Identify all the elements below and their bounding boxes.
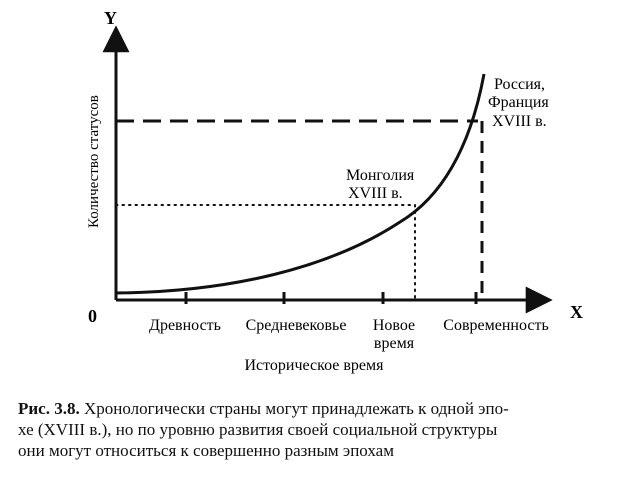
caption-line-1: Рис. 3.8. Хронологически страны могут пр… <box>18 398 630 419</box>
caption-label: Рис. 3.8. <box>18 399 80 418</box>
figure-caption: Рис. 3.8. Хронологически страны могут пр… <box>18 398 630 461</box>
status-curve <box>115 73 486 295</box>
tick-label-drevnost: Древность <box>149 317 221 334</box>
russia-label-line3: XVIII в. <box>492 113 547 130</box>
tick-label-sovremennost: Современность <box>443 317 548 334</box>
caption-line-2: хе (XVIII в.), но по уровню развития сво… <box>18 420 498 439</box>
caption-line-3: они могут относиться к совершенно разным… <box>18 441 394 460</box>
mongolia-label-line2: XVIII в. <box>348 185 403 202</box>
tick-label-srednevekovye: Средневековье <box>246 317 347 334</box>
x-ticks <box>184 292 478 304</box>
tick-label-vremya: время <box>374 335 415 352</box>
mongolia-label-line1: Монголия <box>346 167 415 184</box>
russia-label-line1: Россия, <box>494 76 545 93</box>
y-axis-letter: Y <box>104 8 117 28</box>
russia-label-line2: Франция <box>488 94 549 111</box>
x-axis-title: Историческое время <box>244 357 384 374</box>
caption-text-1: Хронологически страны могут принадлежать… <box>83 399 509 418</box>
origin-label: 0 <box>88 306 97 326</box>
x-axis-letter: X <box>570 302 583 322</box>
tick-label-novoe: Новое <box>373 317 415 334</box>
y-axis-title: Количество статусов <box>86 95 102 228</box>
